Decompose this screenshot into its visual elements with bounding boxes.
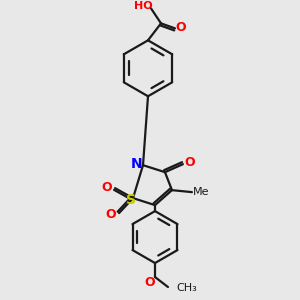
- Text: O: O: [145, 275, 155, 289]
- Text: O: O: [176, 21, 186, 34]
- Text: N: N: [131, 157, 143, 171]
- Text: O: O: [184, 156, 195, 169]
- Text: Me: Me: [193, 187, 209, 197]
- Text: O: O: [102, 181, 112, 194]
- Text: HO: HO: [134, 2, 152, 11]
- Text: O: O: [106, 208, 116, 220]
- Text: CH₃: CH₃: [176, 283, 197, 293]
- Text: S: S: [126, 193, 136, 207]
